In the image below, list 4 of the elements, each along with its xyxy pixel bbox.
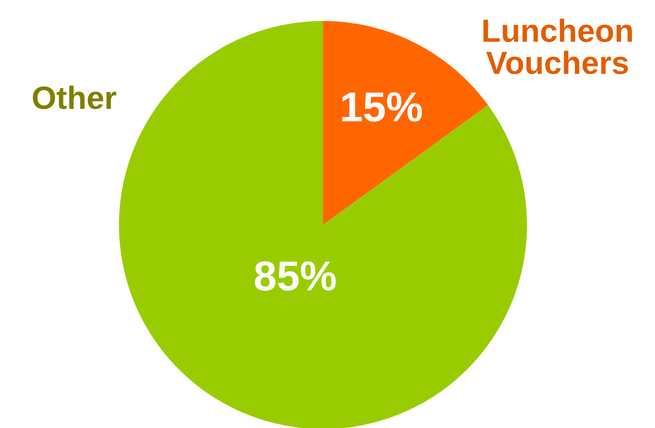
data-label: 15% bbox=[342, 92, 422, 122]
data-label: 85% bbox=[254, 261, 336, 291]
slice-label: Luncheon Vouchers bbox=[483, 18, 632, 74]
slice-label: Other bbox=[32, 86, 116, 110]
